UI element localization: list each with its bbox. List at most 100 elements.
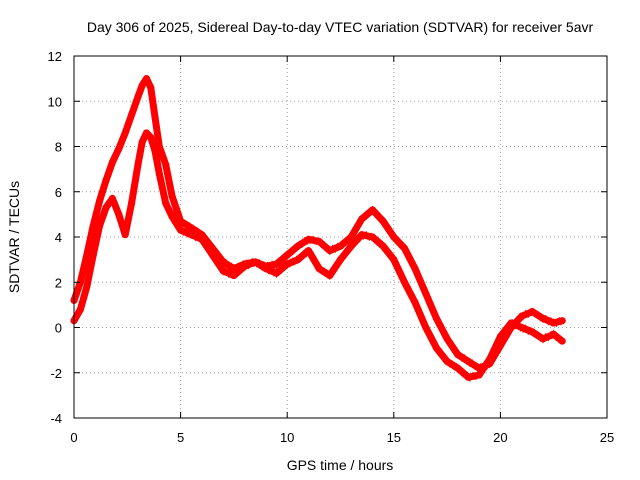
- data-point-trace-a-1: [76, 278, 84, 286]
- data-point-trace-b-13: [147, 133, 155, 141]
- data-point-trace-b-29: [294, 256, 302, 264]
- data-point-trace-b-27: [273, 269, 280, 277]
- data-point-trace-b-14: [151, 147, 159, 155]
- data-point-trace-a-39: [401, 244, 408, 252]
- data-point-trace-a-27: [273, 260, 280, 268]
- y-tick-label: -4: [50, 411, 62, 426]
- data-point-trace-b-21: [209, 251, 217, 259]
- data-point-trace-b-16: [162, 199, 170, 207]
- data-point-trace-b-18: [177, 226, 185, 234]
- data-point-trace-a-32: [326, 247, 334, 255]
- data-point-trace-b-38: [390, 256, 398, 264]
- data-point-trace-b-49: [507, 319, 515, 327]
- data-point-trace-b-39: [401, 278, 408, 286]
- data-point-trace-b-45: [464, 373, 472, 381]
- y-tick-label: 4: [55, 230, 62, 245]
- data-point-trace-b-5: [102, 204, 110, 212]
- y-tick-label: 12: [48, 49, 62, 64]
- y-tick-label: 0: [55, 321, 62, 336]
- y-tick-label: 6: [55, 185, 62, 200]
- data-point-trace-b-20: [198, 235, 206, 243]
- data-point-trace-b-37: [379, 242, 387, 250]
- data-point-trace-b-24: [241, 262, 249, 270]
- data-point-trace-b-54: [558, 337, 566, 345]
- data-point-trace-b-10: [134, 161, 142, 169]
- data-point-trace-b-30: [305, 247, 312, 255]
- data-point-trace-b-46: [475, 371, 483, 379]
- data-point-trace-b-7: [115, 210, 123, 218]
- data-point-trace-a-5: [102, 176, 110, 184]
- data-point-trace-a-11: [138, 81, 146, 89]
- data-point-trace-a-45: [464, 357, 472, 365]
- data-point-trace-a-54: [558, 317, 566, 325]
- x-axis-label: GPS time / hours: [287, 457, 394, 473]
- data-point-trace-b-17: [168, 213, 176, 221]
- x-tick-label: 0: [70, 430, 77, 445]
- y-tick-label: 2: [55, 275, 62, 290]
- data-point-trace-a-36: [369, 206, 376, 214]
- data-point-trace-b-26: [262, 265, 270, 273]
- data-point-trace-b-4: [96, 222, 104, 230]
- data-point-trace-a-34: [347, 233, 355, 241]
- data-point-trace-b-3: [89, 251, 97, 259]
- y-tick-label: 8: [55, 140, 62, 155]
- data-point-trace-b-34: [347, 242, 355, 250]
- data-point-trace-a-38: [390, 233, 398, 241]
- data-point-trace-a-31: [315, 238, 323, 245]
- data-point-trace-a-8: [121, 129, 129, 137]
- data-point-trace-b-40: [411, 299, 419, 307]
- data-point-trace-a-12: [143, 75, 150, 83]
- data-point-trace-a-37: [379, 217, 387, 225]
- data-point-trace-b-25: [251, 258, 259, 266]
- data-point-trace-b-6: [108, 195, 116, 202]
- data-point-trace-b-36: [369, 233, 376, 241]
- data-point-trace-a-51: [528, 308, 536, 316]
- data-point-trace-b-35: [358, 231, 366, 239]
- x-tick-label: 25: [600, 430, 614, 445]
- data-point-trace-a-29: [294, 242, 302, 250]
- data-point-trace-b-11: [138, 138, 146, 146]
- data-point-trace-a-52: [539, 314, 547, 322]
- data-point-trace-a-3: [89, 222, 97, 230]
- y-axis-label: SDTVAR / TECUs: [6, 181, 22, 293]
- data-point-trace-b-31: [315, 265, 323, 273]
- data-point-trace-a-7: [115, 145, 123, 153]
- axis-ticks: 0 5 10 15 20 25 -4 -2 0 2 4 6 8 10 12: [48, 49, 615, 445]
- data-point-trace-b-23: [230, 272, 238, 279]
- data-point-trace-b-50: [518, 324, 526, 331]
- data-point-trace-b-15: [155, 170, 163, 178]
- data-point-trace-b-41: [422, 324, 430, 331]
- data-point-trace-b-52: [539, 335, 547, 343]
- chart-title: Day 306 of 2025, Sidereal Day-to-day VTE…: [87, 19, 594, 35]
- data-point-trace-a-35: [358, 215, 366, 223]
- data-point-trace-a-42: [432, 314, 440, 322]
- data-point-trace-b-51: [528, 328, 536, 336]
- data-point-trace-a-19: [187, 224, 195, 232]
- data-point-trace-b-19: [187, 231, 195, 239]
- data-point-trace-a-4: [96, 197, 104, 205]
- data-point-trace-b-28: [283, 260, 291, 268]
- data-point-trace-a-28: [283, 251, 291, 259]
- data-point-trace-b-12: [143, 129, 150, 137]
- data-point-trace-a-33: [337, 242, 344, 250]
- data-point-trace-a-44: [454, 351, 462, 359]
- data-point-trace-a-53: [550, 319, 558, 327]
- data-point-trace-a-40: [411, 265, 419, 273]
- data-point-trace-a-14: [151, 113, 159, 121]
- data-point-trace-b-42: [432, 344, 440, 352]
- data-point-trace-b-32: [326, 272, 334, 279]
- data-point-trace-a-30: [305, 235, 312, 243]
- data-point-trace-a-16: [162, 161, 170, 169]
- data-point-trace-a-6: [108, 158, 116, 166]
- data-point-trace-b-2: [83, 283, 91, 291]
- data-point-trace-b-9: [128, 199, 136, 207]
- data-point-trace-b-48: [496, 333, 504, 341]
- data-point-trace-a-43: [443, 335, 451, 343]
- x-tick-label: 5: [177, 430, 184, 445]
- data-point-trace-b-8: [121, 231, 129, 239]
- data-point-trace-a-2: [83, 251, 91, 259]
- data-point-trace-a-41: [422, 290, 430, 298]
- x-tick-label: 15: [387, 430, 401, 445]
- data-point-trace-b-22: [219, 267, 227, 275]
